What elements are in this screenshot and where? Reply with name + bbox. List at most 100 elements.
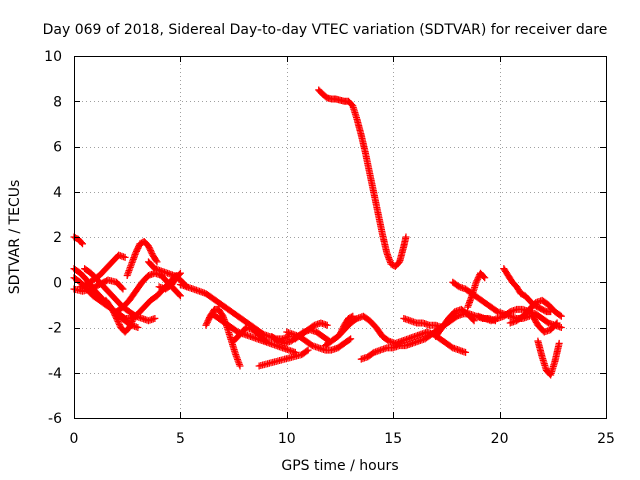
series-arc-09 bbox=[123, 238, 161, 279]
data-point bbox=[119, 285, 127, 293]
x-tick-label: 10 bbox=[278, 431, 296, 447]
data-point bbox=[260, 336, 268, 344]
data-point bbox=[127, 319, 135, 327]
data-point bbox=[555, 339, 563, 347]
data-point bbox=[147, 248, 155, 256]
series-arc-12 bbox=[176, 281, 293, 343]
series-arc-15 bbox=[230, 324, 270, 345]
data-point bbox=[135, 243, 143, 251]
data-point bbox=[202, 321, 210, 329]
data-point bbox=[552, 320, 560, 328]
data-point bbox=[203, 320, 211, 328]
x-tick-label: 5 bbox=[176, 431, 185, 447]
x-axis-ticks: 0 5 10 15 20 25 bbox=[70, 56, 615, 447]
series-arc-16 bbox=[255, 346, 312, 370]
data-point bbox=[134, 324, 142, 331]
data-point bbox=[175, 291, 183, 299]
data-point bbox=[145, 244, 153, 252]
data-point bbox=[236, 362, 244, 370]
data-point bbox=[121, 253, 129, 261]
data-point bbox=[132, 247, 140, 255]
data-points bbox=[70, 86, 565, 379]
data-point bbox=[128, 317, 136, 325]
y-tick-label: -6 bbox=[48, 411, 62, 427]
grid bbox=[74, 56, 606, 418]
data-point bbox=[462, 348, 470, 356]
data-point bbox=[557, 324, 565, 331]
data-point bbox=[345, 336, 353, 344]
data-point bbox=[347, 313, 355, 321]
data-point bbox=[113, 316, 121, 324]
data-point bbox=[176, 269, 184, 277]
data-point bbox=[474, 274, 482, 282]
series-arc-08 bbox=[113, 269, 184, 316]
data-point bbox=[126, 322, 134, 330]
data-point bbox=[144, 242, 152, 250]
data-point bbox=[204, 317, 212, 325]
data-point bbox=[349, 312, 357, 320]
data-point bbox=[474, 275, 482, 283]
series-arc-31 bbox=[528, 310, 561, 336]
data-point bbox=[114, 317, 122, 325]
data-point bbox=[338, 326, 346, 334]
data-point bbox=[127, 320, 135, 328]
data-point bbox=[480, 273, 488, 281]
data-point bbox=[132, 249, 140, 257]
data-point bbox=[112, 313, 120, 321]
data-point bbox=[176, 292, 184, 300]
data-point bbox=[175, 270, 183, 278]
y-tick-label: 0 bbox=[53, 275, 62, 291]
data-point bbox=[556, 311, 564, 319]
x-axis-label: GPS time / hours bbox=[281, 458, 398, 474]
data-point bbox=[481, 274, 489, 282]
data-point bbox=[557, 312, 565, 320]
series-arc-27 bbox=[464, 269, 489, 311]
series-arc-22 bbox=[315, 86, 410, 270]
data-point bbox=[470, 317, 478, 325]
data-point bbox=[402, 233, 410, 241]
data-point bbox=[304, 346, 312, 354]
y-tick-label: 8 bbox=[53, 94, 62, 110]
series-arc-19 bbox=[291, 319, 331, 343]
data-point bbox=[129, 316, 137, 324]
data-point bbox=[115, 319, 123, 327]
data-point bbox=[153, 258, 161, 266]
y-tick-label: -2 bbox=[48, 321, 62, 337]
x-tick-label: 15 bbox=[384, 431, 402, 447]
data-point bbox=[77, 239, 85, 247]
data-point bbox=[205, 315, 213, 323]
data-point bbox=[339, 324, 347, 332]
x-tick-label: 0 bbox=[70, 431, 79, 447]
series-arc-25 bbox=[432, 305, 478, 341]
y-tick-label: 2 bbox=[53, 230, 62, 246]
data-point bbox=[146, 245, 154, 253]
data-point bbox=[323, 321, 331, 329]
data-point bbox=[472, 278, 480, 286]
data-point bbox=[108, 305, 116, 313]
series-arc-01 bbox=[70, 233, 87, 248]
data-point bbox=[152, 257, 160, 265]
data-point bbox=[115, 320, 123, 328]
y-tick-label: -4 bbox=[48, 366, 62, 382]
y-tick-label: 4 bbox=[53, 185, 62, 201]
data-point bbox=[79, 240, 87, 248]
data-point bbox=[133, 246, 141, 254]
data-point bbox=[113, 314, 121, 322]
data-point bbox=[147, 247, 155, 255]
x-tick-label: 20 bbox=[491, 431, 509, 447]
y-tick-label: 6 bbox=[53, 140, 62, 156]
y-tick-label: 10 bbox=[44, 49, 62, 65]
data-point bbox=[111, 311, 119, 319]
data-point bbox=[337, 327, 345, 335]
series-arc-30 bbox=[506, 296, 565, 327]
data-point bbox=[337, 329, 345, 337]
data-point bbox=[347, 335, 355, 343]
y-axis-label: SDTVAR / TECUs bbox=[7, 180, 23, 295]
data-point bbox=[262, 337, 270, 345]
series-arc-32 bbox=[534, 337, 563, 379]
data-point bbox=[134, 244, 142, 252]
data-point bbox=[303, 347, 311, 355]
data-point bbox=[336, 330, 344, 338]
data-point bbox=[151, 314, 159, 322]
